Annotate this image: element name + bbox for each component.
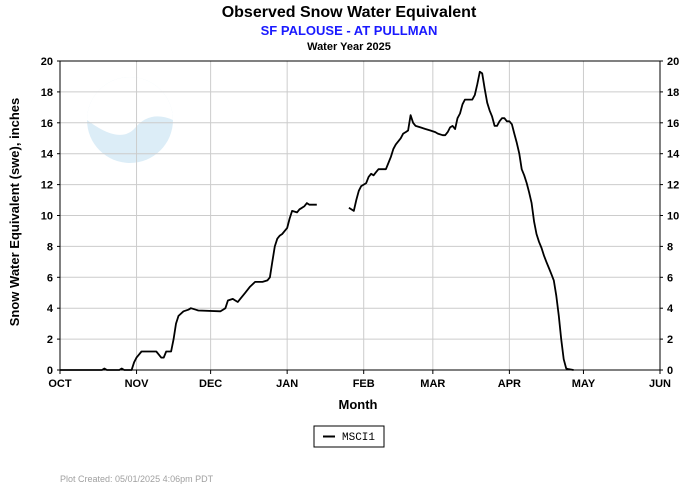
- series-line-msci1: [60, 202, 317, 371]
- y-tick-label-left: 4: [47, 303, 54, 315]
- y-tick-label-right: 16: [667, 118, 679, 130]
- x-tick-label: NOV: [125, 378, 150, 390]
- x-tick-label: APR: [498, 378, 521, 390]
- y-tick-label-right: 0: [667, 365, 673, 377]
- y-tick-label-left: 6: [47, 272, 53, 284]
- plot-created-footer: Plot Created: 05/01/2025 4:06pm PDT: [60, 474, 214, 484]
- y-tick-label-right: 2: [667, 334, 673, 346]
- x-tick-label: DEC: [199, 378, 222, 390]
- y-tick-label-left: 0: [47, 365, 53, 377]
- y-tick-label-left: 14: [41, 149, 54, 161]
- noaa-logo-watermark: NOAA: [87, 77, 173, 163]
- y-tick-label-right: 12: [667, 180, 679, 192]
- y-axis-label: Snow Water Equivalent (swe), inches: [7, 98, 22, 327]
- legend-label-msci1: MSCI1: [342, 432, 375, 444]
- axis-ticks: 0 0 2 2 4 4 6 6 8 8 10 10 12 12 14 14 16 16 18 18 20 20 OCT NOV…: [41, 56, 680, 390]
- y-tick-label-left: 8: [47, 241, 53, 253]
- y-tick-label-right: 6: [667, 272, 673, 284]
- y-tick-label-left: 12: [41, 180, 53, 192]
- series-line-msci1: [348, 70, 574, 371]
- y-tick-label-right: 10: [667, 211, 679, 223]
- y-tick-label-left: 2: [47, 334, 53, 346]
- grid-lines: [60, 61, 660, 370]
- y-tick-label-right: 14: [667, 149, 680, 161]
- chart-title: Observed Snow Water Equivalent: [222, 4, 477, 21]
- chart-water-year: Water Year 2025: [307, 41, 391, 53]
- svg-text:NOAA: NOAA: [111, 92, 150, 107]
- y-tick-label-right: 18: [667, 87, 679, 99]
- y-tick-label-right: 20: [667, 56, 679, 68]
- x-tick-label: MAY: [572, 378, 596, 390]
- series-lines: [60, 70, 574, 371]
- legend: MSCI1: [313, 425, 385, 448]
- x-tick-label: OCT: [48, 378, 72, 390]
- y-tick-label-left: 10: [41, 211, 53, 223]
- x-axis-label: Month: [339, 397, 378, 412]
- x-tick-label: JAN: [276, 378, 298, 390]
- y-tick-label-right: 8: [667, 241, 673, 253]
- y-tick-label-right: 4: [667, 303, 674, 315]
- y-tick-label-left: 16: [41, 118, 53, 130]
- x-tick-label: JUN: [649, 378, 671, 390]
- y-tick-label-left: 18: [41, 87, 53, 99]
- legend-box: [313, 425, 385, 448]
- chart-subtitle: SF PALOUSE - AT PULLMAN: [261, 23, 438, 38]
- y-tick-label-left: 20: [41, 56, 53, 68]
- x-tick-label: MAR: [420, 378, 445, 390]
- x-tick-label: FEB: [353, 378, 375, 390]
